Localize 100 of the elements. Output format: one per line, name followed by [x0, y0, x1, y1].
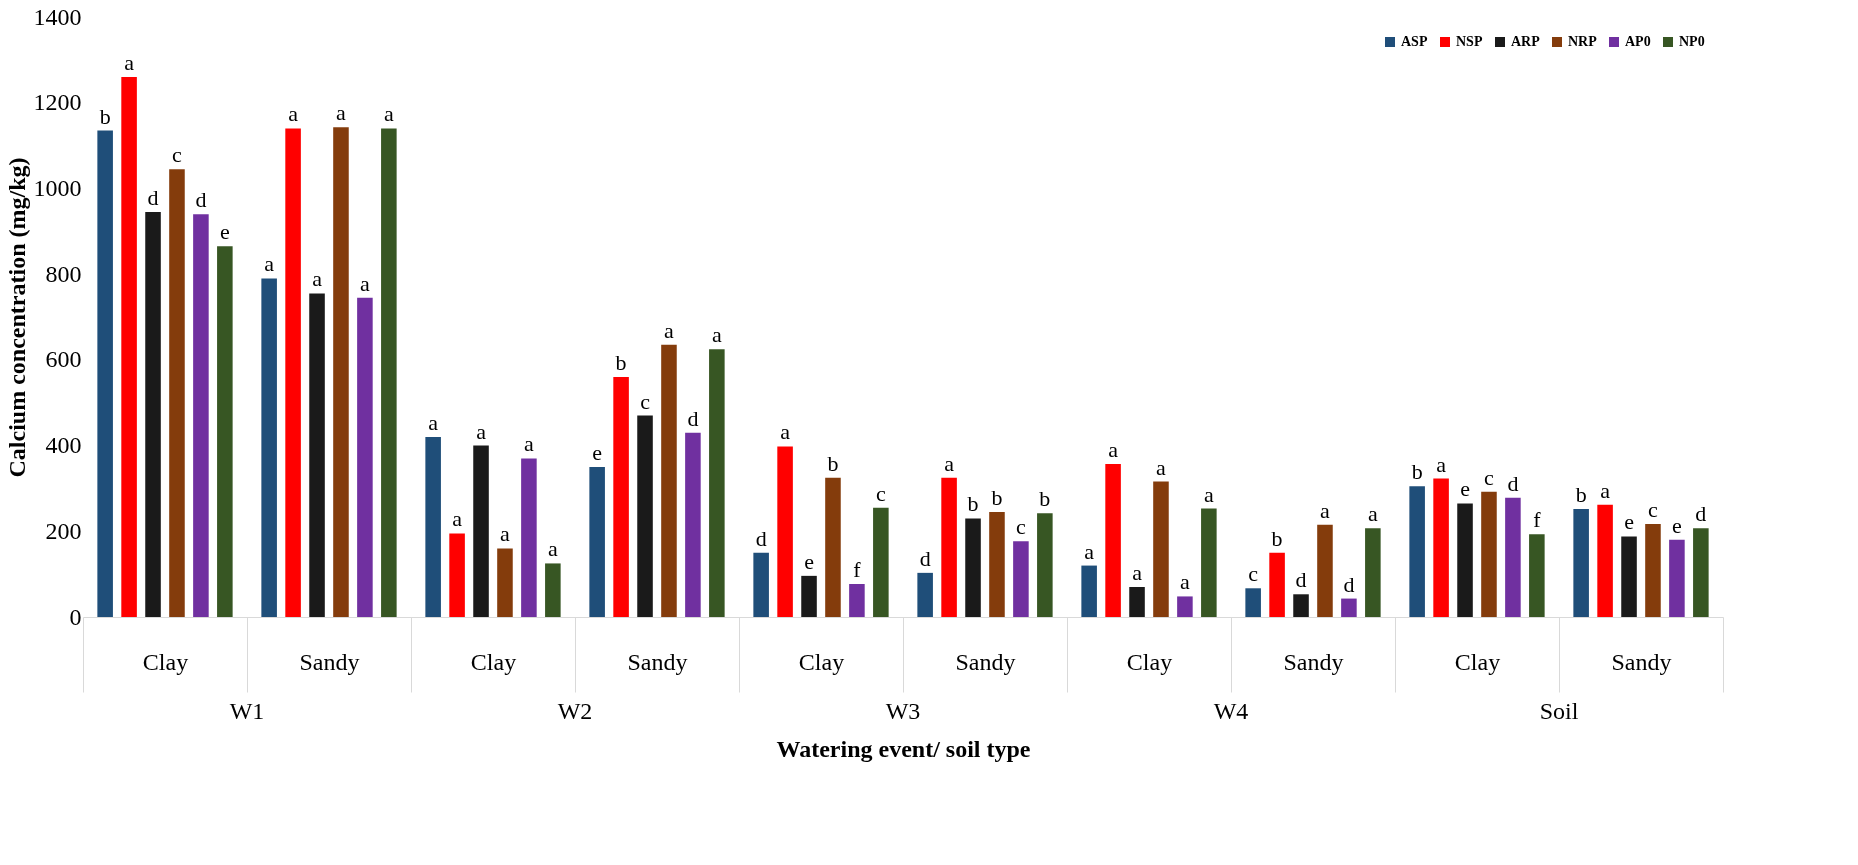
data-label: a: [711, 322, 722, 348]
x-tick-label: Clay: [1126, 648, 1173, 675]
y-tick-label: 1000: [33, 174, 82, 201]
data-label: d: [1295, 567, 1307, 593]
bar: [1153, 481, 1169, 617]
bar: [1105, 464, 1121, 617]
bar: [425, 437, 441, 617]
legend-label: NP0: [1679, 34, 1705, 49]
bar: [1433, 478, 1449, 617]
x-tick-label: Sandy: [627, 648, 688, 675]
bar: [589, 467, 605, 617]
data-label: a: [1320, 497, 1331, 523]
text: Soil: [1539, 698, 1579, 724]
bar: [965, 518, 981, 617]
bar: [1693, 528, 1709, 617]
data-label: a: [547, 536, 558, 562]
data-label: d: [1695, 501, 1707, 527]
x-tick-label: Sandy: [299, 648, 360, 675]
y-tick-label: 200: [45, 517, 82, 544]
data-label: d: [919, 545, 931, 571]
data-label: a: [1367, 501, 1378, 527]
data-label: b: [967, 491, 979, 517]
bar: [333, 127, 349, 617]
data-label: e: [1672, 512, 1682, 538]
x-axis-title: Watering event/ soil type: [776, 736, 1031, 762]
bar: [661, 344, 677, 617]
bar: [825, 477, 841, 617]
bar: [1037, 513, 1053, 617]
bar: [1201, 508, 1217, 617]
bar: [449, 533, 465, 617]
data-label: e: [804, 548, 814, 574]
legend-label: AP0: [1625, 34, 1651, 49]
data-label: b: [1411, 459, 1423, 485]
bar: [989, 512, 1005, 617]
data-label: c: [1484, 464, 1495, 490]
bar: [381, 128, 397, 617]
legend-label: ARP: [1511, 34, 1541, 49]
data-label: d: [1343, 571, 1355, 597]
data-label: a: [264, 251, 275, 277]
data-label: a: [1436, 451, 1447, 477]
data-label: e: [1460, 476, 1470, 502]
bar: [1573, 509, 1589, 617]
bar: [1645, 524, 1661, 617]
bar: [97, 130, 113, 617]
y-tick-label: 1200: [33, 89, 82, 116]
x-tick-label: Clay: [798, 648, 845, 675]
data-label: a: [288, 101, 299, 127]
bar: [473, 445, 489, 617]
data-label: b: [1271, 525, 1283, 551]
data-label: a: [383, 101, 394, 127]
text: W4: [1213, 698, 1249, 724]
data-label: a: [500, 521, 511, 547]
bar: [121, 77, 137, 617]
data-label: a: [664, 317, 675, 343]
bar: [1597, 504, 1613, 617]
bar: [1365, 528, 1381, 617]
x-tick-label: Sandy: [1611, 648, 1672, 675]
data-label: a: [1132, 560, 1143, 585]
data-label: a: [1203, 481, 1214, 507]
data-label: a: [428, 410, 439, 435]
bar: [1669, 539, 1685, 617]
data-label: e: [219, 219, 230, 245]
data-label: a: [476, 418, 487, 444]
data-label: c: [1648, 497, 1659, 522]
data-label: a: [944, 450, 955, 476]
text: W2: [557, 698, 593, 724]
bar: [1293, 594, 1309, 617]
y-tick-label: 1400: [33, 3, 82, 30]
data-label: a: [780, 419, 791, 445]
data-label: c: [172, 142, 183, 168]
data-label: d: [147, 185, 159, 210]
bar: [1505, 497, 1521, 617]
data-label: a: [124, 50, 135, 75]
data-label: c: [640, 388, 651, 414]
data-label: f: [853, 557, 862, 582]
bar: [613, 377, 629, 617]
data-label: a: [452, 506, 463, 532]
data-label: c: [875, 480, 886, 506]
bar: [309, 293, 325, 617]
data-label: d: [1507, 470, 1519, 496]
data-label: c: [1016, 514, 1027, 540]
bar: [1457, 503, 1473, 617]
bar: [917, 572, 933, 617]
data-label: a: [1108, 437, 1119, 462]
bar: [1245, 588, 1261, 617]
bar: [873, 507, 889, 617]
bar: [1529, 534, 1545, 617]
data-label: a: [1180, 569, 1191, 595]
bar: [217, 246, 233, 617]
bar: [1341, 598, 1357, 617]
bar: [145, 212, 161, 617]
bar: [1317, 524, 1333, 617]
bar: [169, 169, 185, 617]
y-tick-label: 800: [45, 260, 82, 287]
data-label: e: [1624, 509, 1634, 535]
bar: [753, 552, 769, 617]
bar: [849, 584, 865, 617]
y-tick-label: 0: [69, 603, 82, 630]
bar: [497, 548, 513, 617]
data-label: b: [991, 485, 1003, 510]
